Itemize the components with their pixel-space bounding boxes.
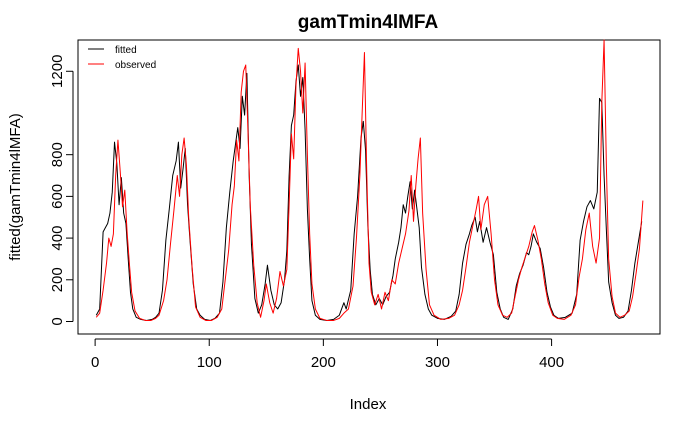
y-tick-label-200: 200 xyxy=(49,267,66,292)
y-tick-label-600: 600 xyxy=(49,184,66,209)
x-tick-label-400: 400 xyxy=(539,354,564,371)
legend-label-observed: observed xyxy=(115,60,156,71)
x-axis: 0 100 200 300 400 xyxy=(91,338,564,371)
series-line-fitted xyxy=(95,64,643,321)
y-axis: 0 200 400 600 800 1200 xyxy=(49,55,74,326)
y-tick-label-1200: 1200 xyxy=(49,55,66,88)
series-layer xyxy=(95,39,644,321)
y-tick-label-800: 800 xyxy=(49,142,66,167)
y-tick-label-400: 400 xyxy=(49,226,66,251)
x-tick-label-100: 100 xyxy=(197,354,222,371)
legend: fitted observed xyxy=(88,45,156,71)
plot-frame xyxy=(77,39,661,335)
y-axis-label: fitted(gamTmin4lMFA) xyxy=(7,113,24,261)
x-tick-label-300: 300 xyxy=(425,354,450,371)
legend-label-fitted: fitted xyxy=(115,45,137,56)
x-tick-label-0: 0 xyxy=(91,354,99,371)
series-line-observed xyxy=(95,39,644,321)
x-tick-label-200: 200 xyxy=(311,354,336,371)
chart-title: gamTmin4lMFA xyxy=(298,12,439,33)
y-tick-label-0: 0 xyxy=(49,317,66,325)
x-axis-label: Index xyxy=(350,396,387,413)
